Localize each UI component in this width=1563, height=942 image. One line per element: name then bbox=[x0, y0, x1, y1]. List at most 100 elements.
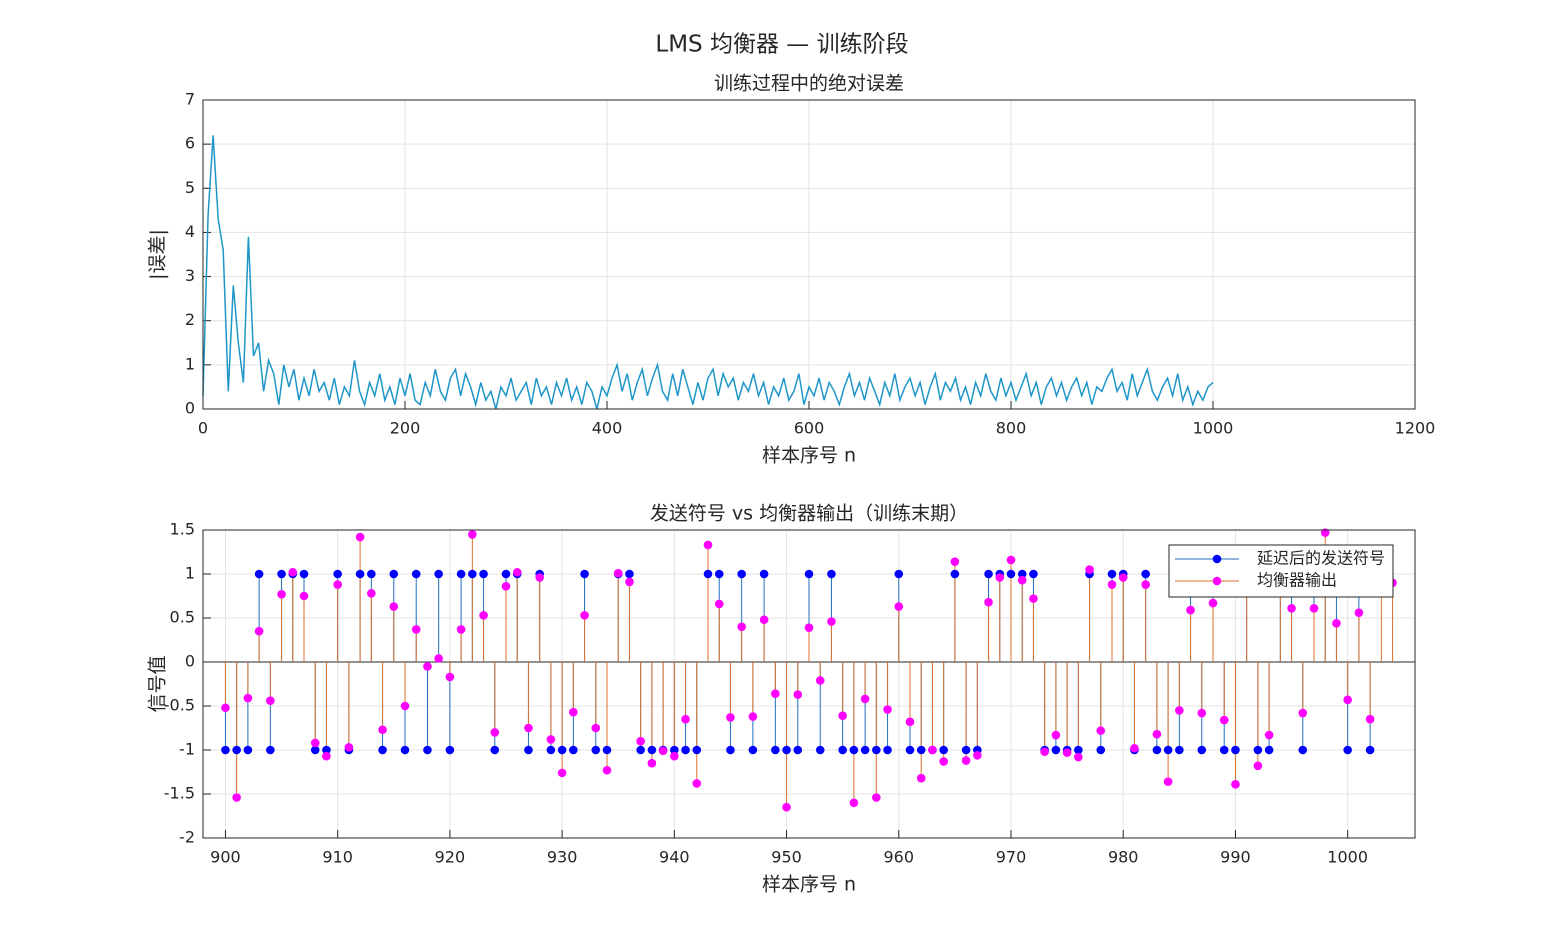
stem-marker bbox=[737, 569, 746, 579]
y-tick-label: -0.5 bbox=[164, 696, 195, 715]
stem-marker bbox=[714, 569, 724, 579]
stem-marker bbox=[524, 723, 533, 733]
stem-marker bbox=[333, 569, 342, 579]
x-tick-label: 990 bbox=[1220, 848, 1251, 867]
stem-marker bbox=[378, 725, 387, 735]
stem-marker bbox=[310, 738, 320, 748]
stem-marker bbox=[322, 745, 331, 755]
axes-box bbox=[202, 529, 1416, 839]
stem-marker bbox=[1231, 745, 1240, 755]
stem-marker bbox=[849, 745, 859, 755]
stem-marker bbox=[569, 707, 578, 717]
stem-marker bbox=[849, 798, 859, 808]
stem-marker bbox=[995, 573, 1005, 582]
stem-marker bbox=[266, 745, 275, 755]
stem-marker bbox=[961, 756, 971, 765]
stem-marker bbox=[1197, 708, 1207, 718]
stem-marker bbox=[647, 745, 657, 755]
x-tick-label: 400 bbox=[592, 419, 623, 438]
stem-marker bbox=[602, 745, 612, 755]
stem-marker bbox=[378, 745, 387, 755]
stem-marker bbox=[894, 602, 904, 611]
stem-marker bbox=[916, 745, 926, 755]
y-tick-label: 1 bbox=[185, 564, 195, 583]
y-tick-label: 2 bbox=[185, 310, 195, 329]
y-tick-label: 0 bbox=[185, 652, 195, 671]
stem-marker bbox=[277, 589, 286, 599]
stem-marker bbox=[692, 745, 702, 755]
stem-marker bbox=[1051, 730, 1061, 740]
x-tick-label: 930 bbox=[547, 848, 578, 867]
stem-marker bbox=[670, 751, 679, 761]
stem-marker bbox=[232, 745, 241, 755]
x-tick-label: 910 bbox=[322, 848, 353, 867]
stem-marker bbox=[1332, 618, 1341, 628]
stem-marker bbox=[1062, 748, 1072, 757]
x-axis-label: 样本序号 n bbox=[762, 445, 856, 467]
x-tick-label: 960 bbox=[884, 848, 915, 867]
stem-marker bbox=[512, 567, 522, 577]
stem-marker bbox=[445, 745, 455, 755]
stem-marker bbox=[1029, 594, 1038, 603]
stem-marker bbox=[1107, 580, 1117, 589]
stem-marker bbox=[771, 745, 780, 755]
stem-marker bbox=[232, 793, 241, 802]
stem-marker bbox=[546, 745, 556, 755]
stem-marker bbox=[827, 569, 836, 579]
y-tick-label: 0.5 bbox=[170, 608, 195, 627]
legend-marker bbox=[1212, 576, 1222, 586]
stem-marker bbox=[782, 745, 791, 755]
y-tick-label: 5 bbox=[185, 178, 195, 197]
x-tick-label: 1200 bbox=[1395, 419, 1436, 438]
stem-marker bbox=[1354, 608, 1364, 618]
stem-marker bbox=[860, 745, 870, 755]
stem-marker bbox=[557, 768, 567, 778]
stem-marker bbox=[479, 569, 488, 579]
stem-marker bbox=[411, 625, 421, 634]
stem-marker bbox=[602, 765, 612, 775]
stem-marker bbox=[591, 723, 601, 733]
x-tick-label: 1000 bbox=[1327, 848, 1368, 867]
stem-marker bbox=[490, 728, 500, 737]
stem-marker bbox=[1152, 745, 1162, 755]
x-tick-label: 900 bbox=[210, 848, 241, 867]
x-tick-label: 0 bbox=[198, 419, 208, 438]
stem-marker bbox=[625, 569, 634, 579]
stem-marker bbox=[950, 569, 960, 579]
stem-marker bbox=[838, 745, 847, 755]
stem-marker bbox=[400, 745, 410, 755]
stem-marker bbox=[591, 745, 601, 755]
stem-marker bbox=[1175, 745, 1184, 755]
stem-marker bbox=[1029, 569, 1038, 579]
stem-marker bbox=[254, 626, 264, 636]
stem-marker bbox=[984, 569, 993, 579]
stem-marker bbox=[894, 569, 904, 579]
stem-marker bbox=[1141, 580, 1150, 589]
legend-marker bbox=[1212, 554, 1222, 564]
stem-marker bbox=[288, 567, 298, 577]
stem-marker bbox=[692, 779, 702, 788]
y-axis-label: |误差| bbox=[147, 229, 169, 280]
stem-marker bbox=[1074, 752, 1083, 762]
stem-marker bbox=[1017, 575, 1027, 585]
stem-marker bbox=[804, 623, 814, 632]
x-tick-label: 920 bbox=[435, 848, 466, 867]
y-tick-label: 1 bbox=[185, 354, 195, 373]
stem-marker bbox=[221, 703, 230, 713]
stem-marker bbox=[580, 611, 589, 620]
stem-marker bbox=[400, 701, 410, 711]
stem-marker bbox=[1163, 745, 1173, 755]
axes-title: 发送符号 vs 均衡器输出（训练末期） bbox=[650, 503, 968, 525]
stem-marker bbox=[221, 745, 230, 755]
stem-marker bbox=[1365, 714, 1375, 724]
stem-marker bbox=[804, 569, 814, 579]
figure-title: LMS 均衡器 — 训练阶段 bbox=[655, 32, 908, 58]
stem-marker bbox=[905, 745, 915, 755]
stem-marker bbox=[456, 625, 466, 634]
stem-marker bbox=[1051, 745, 1061, 755]
stem-marker bbox=[468, 530, 477, 539]
stem-marker bbox=[1287, 604, 1296, 613]
stem-marker bbox=[636, 736, 645, 746]
stem-marker bbox=[266, 696, 275, 706]
